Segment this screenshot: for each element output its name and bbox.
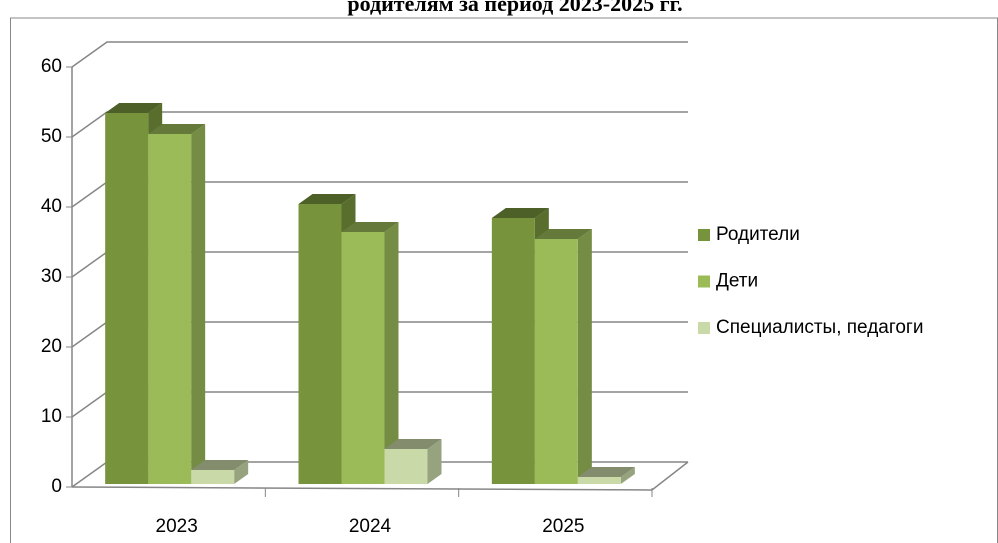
bar-face — [191, 124, 206, 484]
bar — [384, 439, 442, 484]
legend-label: Родители — [716, 224, 800, 245]
bar — [148, 124, 206, 484]
y-tick-label: 20 — [41, 336, 62, 357]
bar-face — [341, 222, 399, 232]
bar-face — [384, 439, 442, 449]
bar-face — [148, 124, 206, 134]
legend-label: Специалисты, педагоги — [716, 317, 923, 338]
bar-face — [148, 134, 192, 484]
y-tick-label: 60 — [41, 56, 62, 77]
bar-face — [491, 218, 535, 484]
bar-face — [384, 222, 399, 484]
legend-label: Дети — [716, 271, 758, 292]
grid-line — [71, 41, 688, 68]
bar-face — [577, 467, 635, 477]
bar-face — [577, 229, 592, 484]
bar-face — [298, 204, 342, 484]
bar — [191, 460, 249, 484]
bar-face — [191, 460, 249, 470]
y-tick-label: 50 — [41, 126, 62, 147]
bar-face — [427, 439, 442, 484]
chart-title: родителям за период 2023-2025 гг. — [347, 0, 682, 16]
y-tick-label: 0 — [51, 476, 62, 497]
bar — [534, 229, 592, 484]
bar-face — [384, 449, 428, 484]
bar-face — [105, 113, 149, 484]
x-tick-label: 2025 — [542, 516, 584, 537]
bar-face — [341, 232, 385, 484]
legend-swatch — [698, 322, 710, 334]
legend-swatch — [698, 229, 710, 241]
x-tick-label: 2023 — [156, 516, 198, 537]
bar-face — [191, 470, 235, 484]
bar — [341, 222, 399, 484]
bar-face — [234, 460, 249, 484]
bar-face — [105, 103, 163, 113]
y-tick-label: 40 — [41, 196, 62, 217]
bar-face — [534, 239, 578, 484]
y-tick-label: 10 — [41, 406, 62, 427]
x-tick-label: 2024 — [349, 516, 392, 537]
bar-face — [620, 467, 635, 484]
bar-face — [534, 229, 592, 239]
legend-swatch — [698, 275, 710, 288]
bar — [577, 467, 635, 484]
bar-face — [491, 208, 549, 218]
y-tick-label: 30 — [41, 266, 62, 287]
bar-face — [298, 194, 356, 204]
bar-face — [577, 477, 621, 484]
